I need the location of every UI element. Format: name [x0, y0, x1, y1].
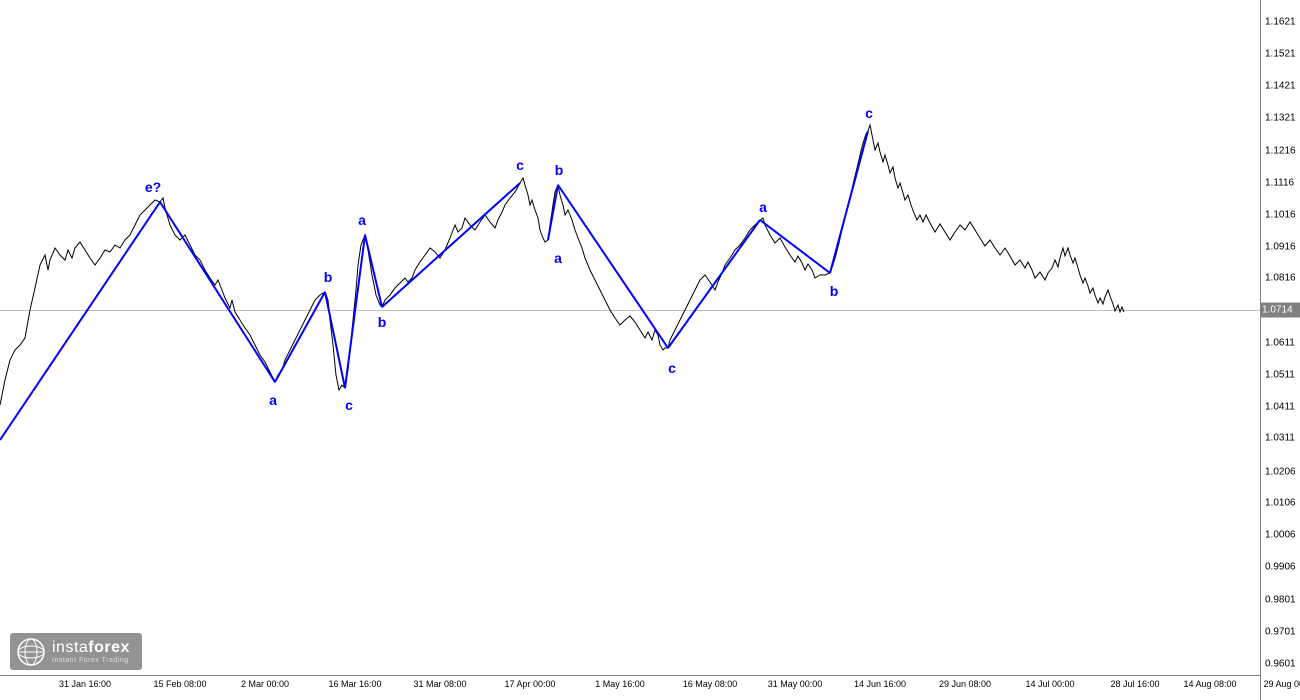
- x-axis-tick: 28 Jul 16:00: [1110, 679, 1159, 689]
- x-axis-tick: 31 Jan 16:00: [59, 679, 111, 689]
- y-axis-tick: 0.9601: [1265, 659, 1296, 670]
- x-axis-tick: 17 Apr 00:00: [504, 679, 555, 689]
- x-axis-tick: 2 Mar 00:00: [241, 679, 289, 689]
- wave-label: c: [516, 157, 524, 173]
- y-axis-tick: 1.1016: [1265, 210, 1296, 221]
- wave-label: a: [269, 392, 277, 408]
- y-axis-tick: 1.1521: [1265, 49, 1296, 60]
- x-axis-tick: 16 Mar 16:00: [328, 679, 381, 689]
- chart-area: e? a b c a b c b a c a b c: [0, 0, 1260, 675]
- wave-label: b: [555, 162, 564, 178]
- y-axis-tick: 0.9801: [1265, 595, 1296, 606]
- y-axis-tick: 1.1116: [1265, 178, 1294, 189]
- brand-part1: insta: [52, 639, 88, 656]
- y-axis-tick: 1.0816: [1265, 273, 1296, 284]
- wave-label: b: [324, 269, 333, 285]
- x-axis-tick: 31 Mar 08:00: [413, 679, 466, 689]
- y-axis: 1.1621 1.1521 1.1421 1.1321 1.1216 1.1116 1.10…: [1260, 0, 1300, 700]
- x-axis-tick: 14 Jul 00:00: [1025, 679, 1074, 689]
- brand-logo: instaforex Instant Forex Trading: [10, 633, 142, 670]
- y-axis-tick: 1.0311: [1265, 433, 1295, 444]
- x-axis-tick: 29 Jun 08:00: [939, 679, 991, 689]
- y-axis-tick: 1.0106: [1265, 498, 1296, 509]
- brand-tagline: Instant Forex Trading: [52, 657, 130, 664]
- x-axis-tick: 1 May 16:00: [595, 679, 645, 689]
- brand-part2: forex: [88, 639, 130, 656]
- y-axis-tick: 1.1321: [1265, 113, 1296, 124]
- wave-label: b: [378, 314, 387, 330]
- y-axis-tick: 1.1421: [1265, 81, 1296, 92]
- wave-label: c: [345, 397, 353, 413]
- y-axis-tick: 1.0411: [1265, 402, 1295, 413]
- y-axis-tick: 1.0206: [1265, 467, 1296, 478]
- y-axis-tick: 1.1621: [1265, 17, 1296, 28]
- globe-icon: [16, 637, 46, 667]
- current-price-label: 1.0714: [1260, 303, 1300, 318]
- brand-name: instaforex: [52, 639, 130, 657]
- x-axis-tick: 14 Jun 16:00: [854, 679, 906, 689]
- x-axis-tick: 16 May 08:00: [683, 679, 738, 689]
- x-axis: 31 Jan 16:00 15 Feb 08:00 2 Mar 00:00 16 Ma…: [0, 675, 1260, 700]
- wave-label: a: [554, 250, 562, 266]
- y-axis-tick: 1.0511: [1265, 370, 1295, 381]
- y-axis-tick: 1.0611: [1265, 338, 1295, 349]
- y-axis-tick: 1.0006: [1265, 530, 1296, 541]
- wave-label: a: [358, 212, 366, 228]
- y-axis-tick: 0.9701: [1265, 627, 1296, 638]
- wave-label: c: [668, 360, 676, 376]
- wave-label: e?: [145, 179, 161, 195]
- y-axis-tick: 1.1216: [1265, 146, 1296, 157]
- x-axis-tick: 31 May 00:00: [768, 679, 823, 689]
- y-axis-tick: 0.9906: [1265, 562, 1296, 573]
- wave-label: c: [865, 105, 873, 121]
- x-axis-tick: 14 Aug 08:00: [1183, 679, 1236, 689]
- x-axis-tick: 29 Aug 00:00: [1263, 679, 1300, 689]
- wave-overlay: [0, 0, 1260, 675]
- y-axis-tick: 1.0916: [1265, 242, 1296, 253]
- wave-label: a: [759, 199, 767, 215]
- wave-label: b: [830, 283, 839, 299]
- x-axis-tick: 15 Feb 08:00: [153, 679, 206, 689]
